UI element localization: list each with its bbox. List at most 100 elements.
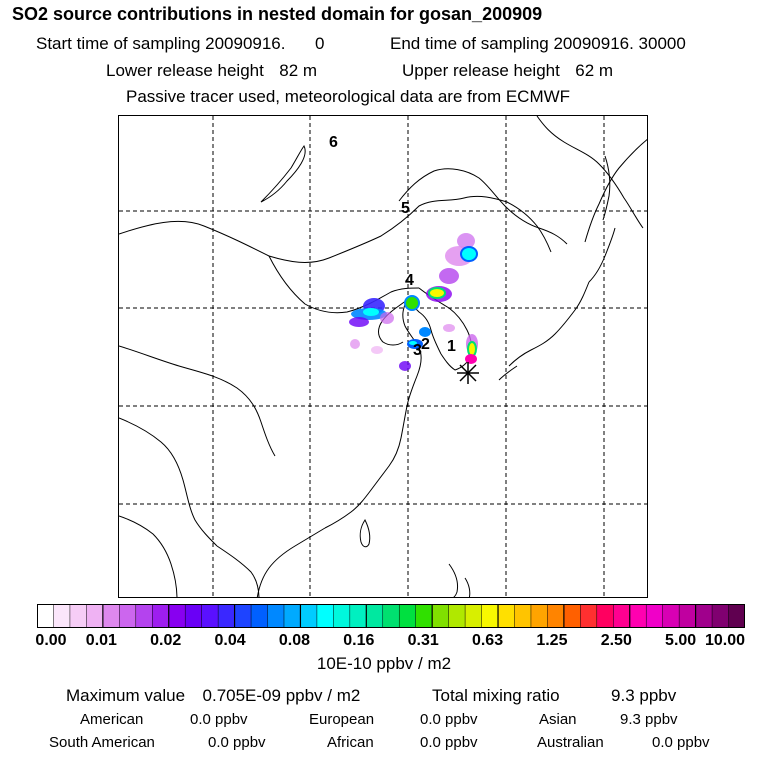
colorbar-cell — [201, 604, 219, 628]
colorbar-label: 0.01 — [85, 632, 117, 649]
colorbar-label: 0.63 — [471, 632, 504, 649]
total-mixing-ratio: Total mixing ratio 9.3 ppbv — [432, 686, 676, 706]
colorbar-cell — [695, 604, 713, 628]
colorbar-cell — [728, 604, 745, 628]
colorbar-cells — [37, 604, 745, 628]
start-time: Start time of sampling 20090916. 0 — [36, 34, 324, 54]
colorbar-label: 0.31 — [407, 632, 439, 649]
colorbar-cell — [629, 604, 647, 628]
region-value-australian: 0.0 ppbv — [652, 734, 710, 751]
lower-release-label: Lower release height — [106, 61, 264, 80]
colorbar-cell — [448, 604, 466, 628]
colorbar-cell — [333, 604, 351, 628]
colorbar-cell — [498, 604, 515, 628]
colorbar-cell — [646, 604, 664, 628]
map-marker-3: 3 — [413, 342, 422, 359]
start-time-label: Start time of sampling 20090916. — [36, 34, 286, 53]
colorbar-cell — [366, 604, 384, 628]
colorbar-cell — [119, 604, 137, 628]
colorbar-label: 2.50 — [600, 632, 632, 649]
colorbar-cell — [53, 604, 71, 628]
colorbar-cell — [218, 604, 235, 628]
colorbar-label: 0.04 — [214, 632, 246, 649]
colorbar-cell — [168, 604, 186, 628]
colorbar-cell — [251, 604, 268, 628]
map-marker-5: 5 — [401, 200, 410, 217]
plot-title: SO2 source contributions in nested domai… — [12, 4, 543, 24]
colorbar-label: 0.02 — [150, 632, 182, 649]
tracer-note: Passive tracer used, meteorological data… — [126, 87, 571, 106]
colorbar-cell — [382, 604, 400, 628]
graticule — [119, 116, 647, 597]
start-time-value: 0 — [314, 34, 325, 53]
map-marker-6: 6 — [329, 134, 338, 151]
lower-release-height: Lower release height 82 m — [106, 61, 317, 81]
colorbar-cell — [415, 604, 433, 628]
colorbar-label: 0.08 — [278, 632, 311, 649]
colorbar-cell — [135, 604, 153, 628]
lower-release-value: 82 m — [279, 61, 318, 80]
colorbar — [37, 604, 745, 628]
colorbar-cell — [152, 604, 170, 628]
colorbar-cell — [580, 604, 598, 628]
colorbar-cell — [465, 604, 482, 628]
colorbar-cell — [547, 604, 565, 628]
colorbar-cell — [596, 604, 614, 628]
total-mixing-value: 9.3 ppbv — [611, 686, 677, 705]
max-value-label: Maximum value — [66, 686, 186, 705]
colorbar-cell — [679, 604, 697, 628]
region-name-european: European — [309, 711, 375, 728]
colorbar-cell — [267, 604, 285, 628]
region-name-african: African — [327, 734, 374, 751]
colorbar-cell — [481, 604, 499, 628]
colorbar-label: 0.16 — [343, 632, 375, 649]
colorbar-label: 1.25 — [536, 632, 568, 649]
receptor-marker — [457, 362, 479, 384]
region-name-american: American — [80, 711, 144, 728]
colorbar-cell — [102, 604, 120, 628]
coastlines — [119, 116, 647, 597]
colorbar-cell — [662, 604, 680, 628]
colorbar-units: 10E-10 ppbv / m2 — [316, 654, 452, 673]
colorbar-cell — [283, 604, 301, 628]
region-value-american: 0.0 ppbv — [190, 711, 248, 728]
upper-release-label: Upper release height — [402, 61, 560, 80]
colorbar-ticks — [37, 604, 729, 628]
total-mixing-label: Total mixing ratio — [432, 686, 560, 705]
region-value-south-american: 0.0 ppbv — [208, 734, 266, 751]
colorbar-label: 5.00 — [665, 632, 697, 649]
region-value-asian: 9.3 ppbv — [620, 711, 678, 728]
upper-release-value: 62 m — [575, 61, 614, 80]
map-marker-2: 2 — [421, 336, 430, 353]
map-marker-1: 1 — [447, 338, 456, 355]
map-svg — [119, 116, 647, 597]
colorbar-cell — [563, 604, 581, 628]
region-name-asian: Asian — [539, 711, 577, 728]
colorbar-cell — [185, 604, 203, 628]
colorbar-cell — [234, 604, 252, 628]
colorbar-cell — [514, 604, 532, 628]
colorbar-label: 0.00 — [35, 632, 67, 649]
colorbar-cell — [399, 604, 417, 628]
tracer-plume — [349, 233, 478, 371]
colorbar-cell — [86, 604, 104, 628]
colorbar-cell — [349, 604, 367, 628]
colorbar-cell — [530, 604, 548, 628]
colorbar-cell — [432, 604, 450, 628]
upper-release-height: Upper release height 62 m — [402, 61, 613, 81]
colorbar-cell — [712, 604, 729, 628]
max-value-value: 0.705E-09 ppbv / m2 — [202, 686, 361, 705]
region-value-european: 0.0 ppbv — [420, 711, 478, 728]
colorbar-cell — [69, 604, 87, 628]
map-marker-4: 4 — [405, 272, 414, 289]
max-value: Maximum value 0.705E-09 ppbv / m2 — [66, 686, 360, 706]
colorbar-cell — [613, 604, 631, 628]
colorbar-label: 10.00 — [704, 632, 746, 649]
colorbar-cell — [300, 604, 318, 628]
region-value-african: 0.0 ppbv — [420, 734, 478, 751]
region-name-south-american: South American — [49, 734, 155, 751]
end-time: End time of sampling 20090916. 30000 — [390, 34, 686, 53]
map-panel: 1 2 3 4 5 6 — [118, 115, 648, 598]
colorbar-cell — [37, 604, 54, 628]
